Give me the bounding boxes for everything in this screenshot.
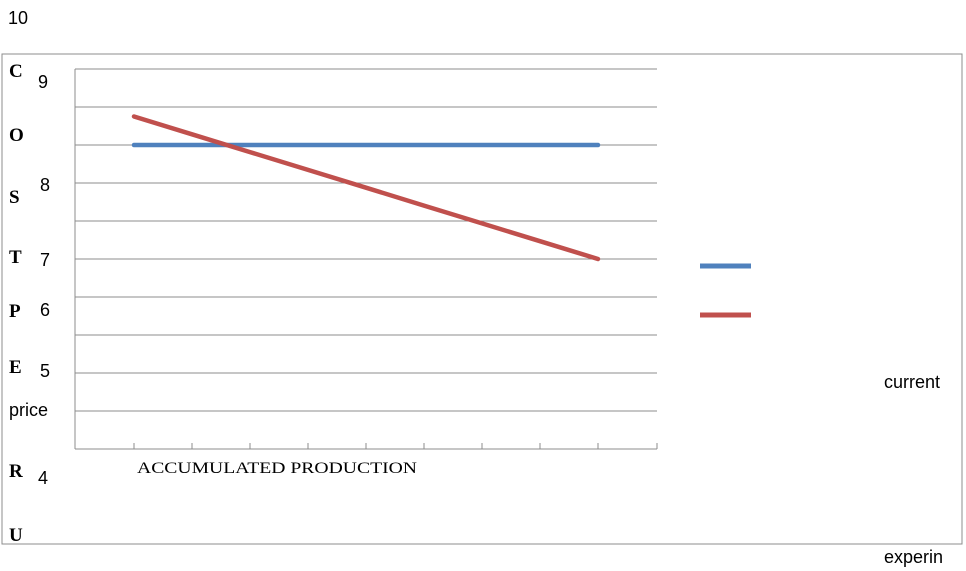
y-tick-label: 4 [38,468,48,488]
note-current: current [884,372,940,392]
legend [700,263,751,318]
y-axis-label-letter: P [9,301,21,322]
y-axis-label-letter: C [9,61,23,82]
x-axis-label: ACCUMULATED PRODUCTION [137,460,418,477]
y-tick-label: 5 [40,361,50,381]
y-axis-label-letter: U [9,525,23,546]
series-line-2 [131,114,601,262]
y-axis-label-letter: S [9,187,20,208]
y-tick-label: 10 [8,8,28,28]
y-tick-label: price [9,400,48,420]
y-axis-label-letter: T [9,247,22,268]
y-tick-label: 8 [40,175,50,195]
y-tick-label: 9 [38,72,48,92]
y-tick-label: 7 [40,250,50,270]
x-axis-ticks [133,443,658,449]
y-axis-label-letter: E [9,357,22,378]
series-lines [131,114,601,262]
note-experin: experin [884,547,943,567]
chart-area-border [1,53,963,545]
y-tick-label: 6 [40,300,50,320]
y-axis-label-letter: R [9,461,23,482]
y-axis-label-letter: O [9,125,24,146]
